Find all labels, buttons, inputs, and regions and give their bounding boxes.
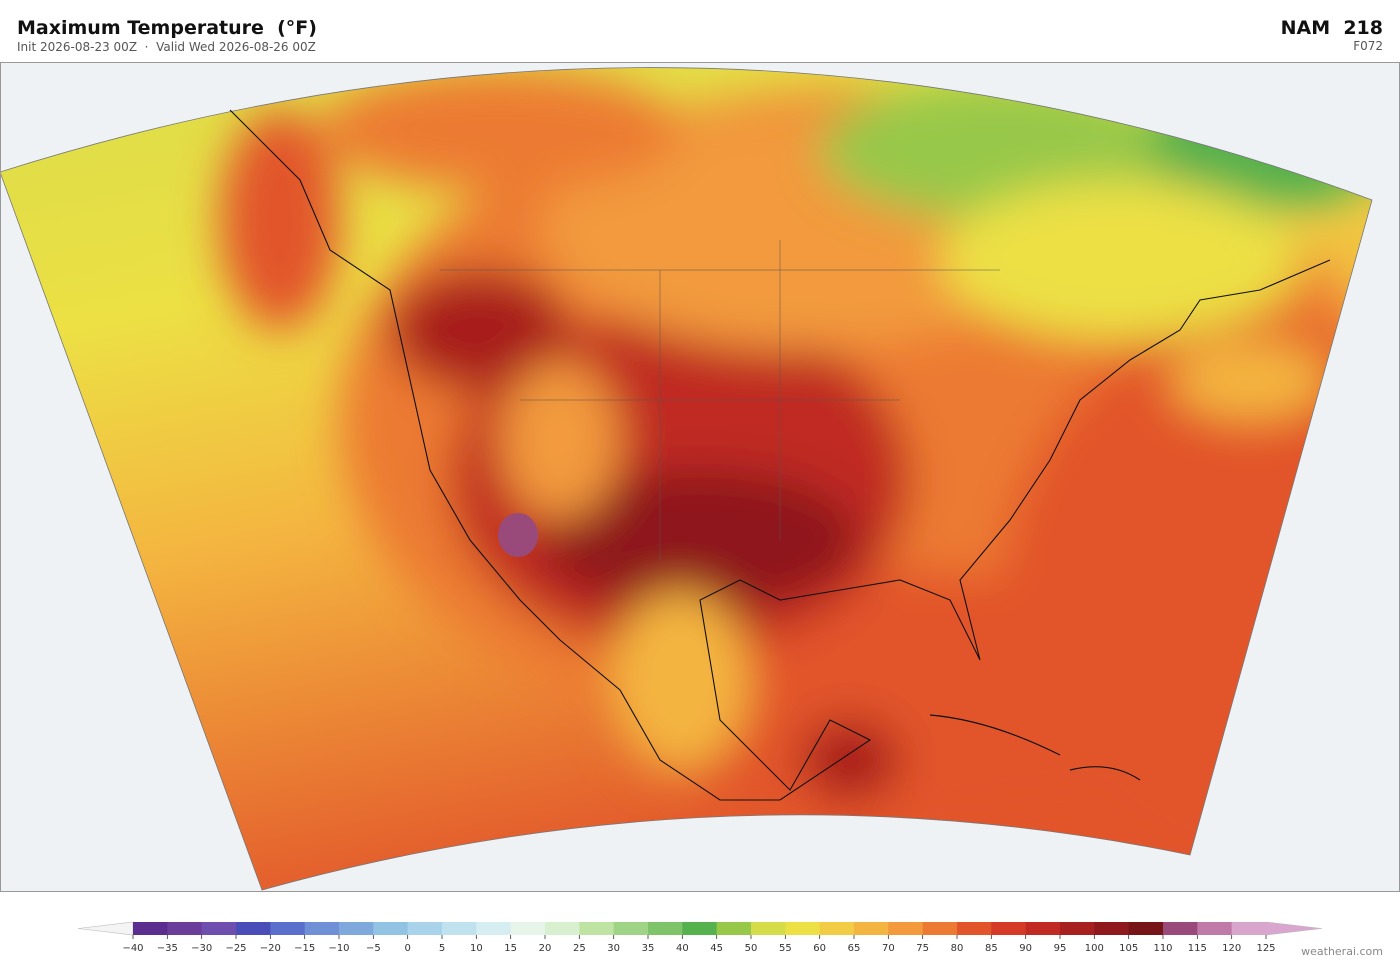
colorbar-tick-label: −10 — [328, 943, 349, 954]
colorbar-bin — [476, 922, 512, 935]
colorbar-bin — [407, 922, 443, 935]
colorbar-bin — [888, 922, 924, 935]
run-info: Init 2026-08-23 00Z · Valid Wed 2026-08-… — [17, 40, 316, 54]
colorbar-tick-label: 100 — [1085, 943, 1104, 954]
colorbar-tick-label: 25 — [573, 943, 586, 954]
colorbar-over — [1265, 921, 1323, 936]
colorbar-tick-label: 125 — [1256, 943, 1275, 954]
borders — [440, 240, 1000, 560]
colorbar-bin — [510, 922, 546, 935]
forecast-hour: F072 — [1353, 39, 1383, 53]
colorbar-tick-label: −5 — [366, 943, 381, 954]
colorbar-bin — [854, 922, 889, 935]
colorbar-bin — [1094, 922, 1130, 935]
colorbar-bin — [339, 922, 374, 935]
colorbar-bin — [579, 922, 615, 935]
islands — [929, 714, 1141, 781]
colorbar-tick-label: 15 — [504, 943, 517, 954]
colorbar-bin — [613, 922, 649, 935]
colorbar-bin — [751, 922, 786, 935]
colorbar-tick-label: 55 — [779, 943, 792, 954]
colorbar-bin — [1163, 922, 1198, 935]
colorbar-bin — [819, 922, 855, 935]
colorbar-under — [77, 921, 134, 936]
colorbar-bin — [167, 922, 203, 935]
colorbar-bin — [785, 922, 821, 935]
colorbar-tick-label: −15 — [294, 943, 315, 954]
coastline — [229, 109, 1331, 801]
colorbar-tick-label: 90 — [1019, 943, 1032, 954]
colorbar-tick-label: 75 — [916, 943, 929, 954]
colorbar-tick-label: −25 — [225, 943, 246, 954]
colorbar-bin — [304, 922, 340, 935]
colorbar-tick-label: −20 — [260, 943, 281, 954]
colorbar-tick-label: −35 — [157, 943, 178, 954]
colorbar-tick-label: 10 — [470, 943, 483, 954]
colorbar-tick-label: −30 — [191, 943, 212, 954]
colorbar-tick-label: 80 — [951, 943, 964, 954]
colorbar-bin — [201, 922, 237, 935]
colorbar-tick-label: 20 — [539, 943, 552, 954]
colorbar-tick-label: −40 — [122, 943, 143, 954]
colorbar-bin — [1197, 922, 1233, 935]
colorbar-tick-label: 45 — [710, 943, 723, 954]
colorbar-bin — [957, 922, 992, 935]
colorbar-bin — [1231, 922, 1267, 935]
colorbar-tick-label: 95 — [1054, 943, 1067, 954]
colorbar-tick-label: 50 — [745, 943, 758, 954]
colorbar-bin — [716, 922, 752, 935]
colorbar-bin — [1128, 922, 1164, 935]
model-name: NAM 218 — [1281, 17, 1383, 39]
colorbar-bin — [682, 922, 718, 935]
colorbar-bin — [922, 922, 958, 935]
colorbar-tick-label: 110 — [1153, 943, 1172, 954]
colorbar-bin — [991, 922, 1027, 935]
credit: weatherai.com — [1301, 945, 1383, 958]
map-title: Maximum Temperature (°F) — [17, 17, 317, 39]
colorbar-bin — [648, 922, 683, 935]
colorbar-tick-label: 0 — [404, 943, 410, 954]
colorbar-tick-label: 5 — [439, 943, 445, 954]
colorbar-tick-label: 115 — [1188, 943, 1207, 954]
colorbar-tick-label: 105 — [1119, 943, 1138, 954]
colorbar-tick-label: 35 — [642, 943, 655, 954]
colorbar-tick-label: 40 — [676, 943, 689, 954]
map — [0, 62, 1400, 892]
colorbar-tick-label: 120 — [1222, 943, 1241, 954]
colorbar-bin — [1025, 922, 1061, 935]
colorbar-bin — [442, 922, 477, 935]
colorbar-tick-label: 60 — [813, 943, 826, 954]
colorbar-bin — [373, 922, 409, 935]
colorbar-tick-label: 65 — [848, 943, 861, 954]
colorbar-tick-label: 70 — [882, 943, 895, 954]
colorbar-bin — [133, 922, 168, 935]
hot-spot — [498, 513, 538, 557]
colorbar-tick-label: 30 — [607, 943, 620, 954]
colorbar-bin — [270, 922, 306, 935]
colorbar-bin — [236, 922, 271, 935]
colorbar: −40 −35 −30 −25 −20 −15 −10 −5 0 5 10 15 20 25 30 35 40 4… — [77, 921, 1323, 954]
colorbar-bin — [1060, 922, 1095, 935]
colorbar-tick-label: 85 — [985, 943, 998, 954]
colorbar-bin — [545, 922, 580, 935]
